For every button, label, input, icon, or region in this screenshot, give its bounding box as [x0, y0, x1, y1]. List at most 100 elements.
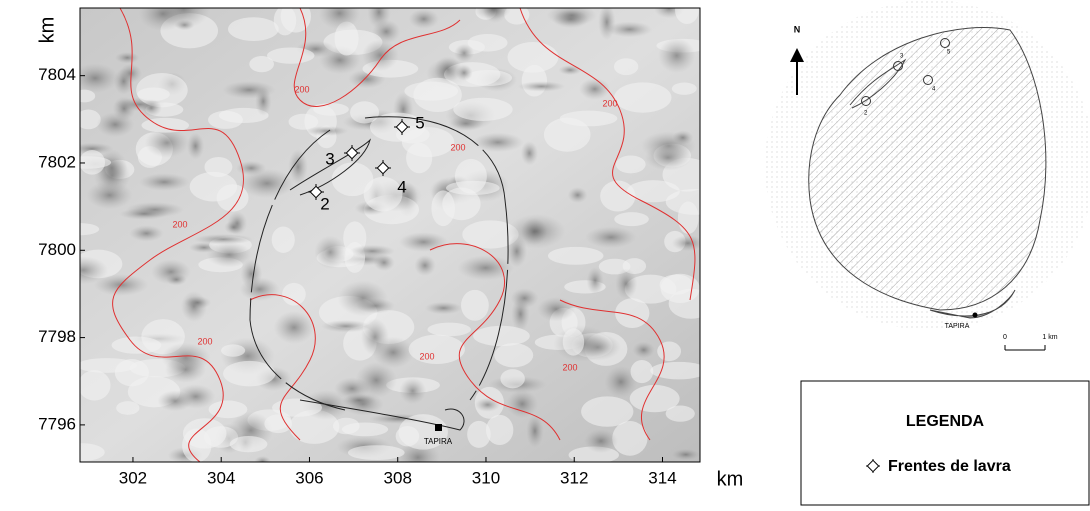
terrain-light	[74, 90, 96, 103]
terrain-shade	[586, 267, 603, 294]
terrain-light	[60, 443, 105, 461]
terrain-light	[409, 335, 465, 364]
front-label: 3	[325, 149, 334, 168]
terrain-light	[581, 396, 633, 426]
terrain-light	[614, 58, 638, 75]
inset: N 5 3 4 2 TAPIRA 0 1 km	[765, 0, 1090, 350]
terrain-shade	[113, 97, 136, 121]
terrain-shade	[222, 81, 275, 99]
terrain-shade	[425, 302, 463, 315]
terrain-shade	[559, 65, 582, 75]
terrain-shade	[506, 390, 538, 418]
terrain-shade	[521, 141, 538, 165]
terrain-shade	[472, 133, 523, 153]
terrain-light	[221, 344, 245, 356]
terrain-light	[453, 98, 512, 121]
terrain-light	[249, 56, 274, 72]
terrain-light	[282, 283, 306, 306]
terrain-shade	[119, 208, 168, 220]
terrain-light	[616, 155, 646, 173]
x-tick-label: 314	[648, 468, 676, 487]
terrain-light	[631, 360, 654, 383]
terrain-shade	[129, 225, 163, 241]
terrain-light	[486, 415, 513, 445]
terrain-shade	[139, 173, 190, 191]
terrain-light	[208, 111, 243, 129]
terrain-light	[500, 369, 524, 388]
terrain-shade	[409, 9, 439, 29]
terrain-light	[204, 157, 232, 177]
terrain-light	[281, 0, 311, 33]
terrain-light	[183, 418, 227, 448]
contour-label: 200	[450, 142, 465, 152]
x-tick-label: 302	[119, 468, 147, 487]
x-tick-label: 308	[384, 468, 412, 487]
town-marker	[435, 424, 442, 431]
terrain-light	[614, 82, 671, 112]
terrain-light	[678, 201, 699, 234]
terrain-shade	[511, 297, 530, 332]
terrain-light	[548, 247, 604, 265]
terrain-shade	[633, 342, 655, 359]
legend-title: LEGENDA	[906, 413, 985, 430]
terrain-light	[264, 414, 292, 433]
terrain-shade	[434, 56, 461, 82]
terrain-shade	[615, 268, 637, 299]
terrain-light	[507, 42, 558, 73]
terrain-light	[494, 343, 533, 367]
scale-label: 1 km	[1042, 334, 1057, 341]
terrain-light	[228, 17, 279, 41]
x-tick-label: 310	[472, 468, 500, 487]
terrain-light	[78, 370, 110, 400]
figure: 2345 TAPIRA km km N 5 3 4 2 TAPIRA 0 1 k…	[0, 0, 1090, 506]
terrain-light	[272, 399, 322, 417]
terrain-shade	[508, 214, 566, 249]
terrain-shade	[274, 311, 315, 344]
terrain-light	[666, 406, 695, 422]
terrain-shade	[224, 221, 243, 234]
terrain-shade	[338, 280, 388, 316]
x-tick-label: 304	[207, 468, 235, 487]
y-axis-label: km	[36, 17, 58, 44]
terrain-shade	[161, 343, 210, 372]
terrain-light	[461, 290, 489, 321]
contour-label: 200	[602, 98, 617, 108]
scale-label: 0	[1003, 334, 1007, 341]
terrain-light	[563, 328, 584, 355]
terrain-shade	[475, 398, 501, 412]
contour-label: 200	[172, 219, 187, 229]
terrain-shade	[399, 378, 426, 405]
terrain-light	[116, 401, 139, 415]
terrain-light	[272, 226, 295, 252]
terrain-shade	[254, 456, 271, 467]
terrain-shade	[537, 297, 575, 321]
terrain-shade	[115, 52, 139, 63]
terrain-light	[413, 78, 461, 112]
y-tick-label: 7796	[38, 414, 76, 433]
terrain	[58, 0, 724, 474]
terrain-shade	[672, 235, 704, 251]
terrain-shade	[658, 38, 695, 73]
front-label: 5	[415, 113, 424, 132]
terrain-light	[560, 111, 618, 127]
front-label: 2	[320, 194, 329, 213]
y-tick-label: 7798	[38, 327, 76, 346]
contour-label: 200	[197, 336, 212, 346]
terrain-light	[467, 421, 491, 448]
terrain-shade	[568, 187, 588, 203]
terrain-light	[267, 47, 314, 63]
terrain-light	[446, 181, 500, 195]
terrain-shade	[672, 449, 700, 461]
inset-town-label: TAPIRA	[945, 323, 970, 330]
x-axis-label: km	[717, 468, 744, 490]
terrain-shade	[184, 296, 211, 309]
terrain-shade	[187, 133, 204, 160]
terrain-light	[614, 212, 649, 226]
terrain-shade	[206, 242, 252, 267]
x-tick-label: 306	[295, 468, 323, 487]
terrain-shade	[306, 126, 348, 136]
terrain-shade	[518, 81, 565, 91]
terrain-shade	[673, 130, 694, 144]
y-tick-label: 7800	[38, 240, 76, 259]
terrain-light	[473, 326, 530, 346]
